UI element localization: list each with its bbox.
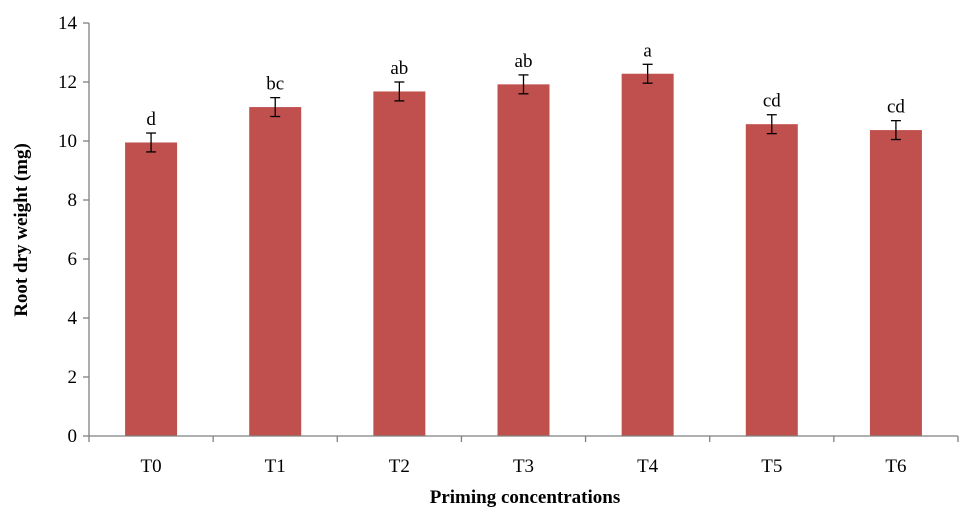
x-category-label: T6 [885, 456, 906, 477]
significance-label-t0: d [146, 109, 156, 130]
significance-label-t4: a [643, 40, 652, 61]
bar-t2 [373, 91, 426, 436]
x-category-label: T1 [265, 456, 286, 477]
y-axis-title: Root dry weight (mg) [11, 143, 32, 317]
x-category-label: T2 [389, 456, 410, 477]
x-category-label: T0 [141, 456, 162, 477]
significance-label-t3: ab [515, 51, 533, 72]
x-category-label: T5 [761, 456, 782, 477]
y-tick-label: 14 [58, 13, 78, 34]
bar-t6 [869, 130, 922, 436]
bar-t3 [497, 84, 550, 437]
significance-label-t2: ab [390, 58, 408, 79]
y-tick-label: 2 [68, 367, 78, 388]
x-category-label: T3 [513, 456, 534, 477]
y-tick-label: 6 [68, 249, 78, 270]
bar-t5 [745, 124, 798, 436]
bars-layer [125, 73, 922, 437]
y-tick-label: 8 [68, 190, 78, 211]
axes-layer [83, 22, 959, 442]
significance-label-t1: bc [266, 74, 284, 95]
y-tick-label: 4 [68, 308, 78, 329]
x-axis-title: Priming concentrations [430, 487, 621, 508]
error-bars-layer [146, 63, 901, 153]
significance-label-t6: cd [887, 97, 905, 118]
y-tick-label: 0 [68, 426, 78, 447]
y-tick-label: 12 [58, 72, 77, 93]
bar-t1 [249, 107, 302, 436]
bar-t0 [125, 142, 178, 436]
x-category-label: T4 [637, 456, 659, 477]
y-tick-label: 10 [58, 131, 77, 152]
significance-label-t5: cd [763, 91, 781, 112]
bar-t4 [621, 73, 674, 437]
labels-layer: 0 2 4 6 8 10 12 14 d T0 bc T1 ab T2 ab T3 a T4 cd T5 cd T6 [58, 13, 906, 477]
